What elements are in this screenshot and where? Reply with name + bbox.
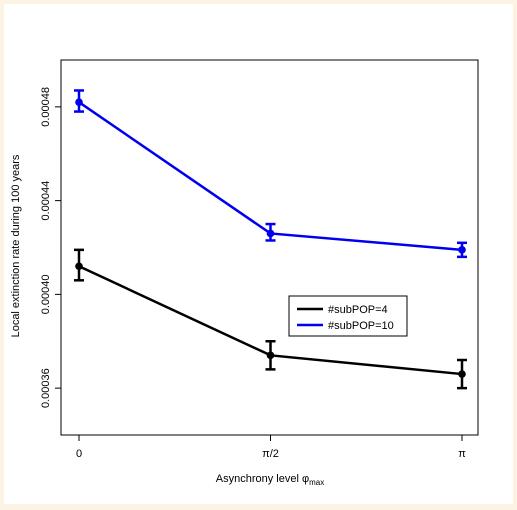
x-tick-label-2: π: [458, 448, 466, 460]
x-axis-title: Asynchrony level φmax: [216, 473, 324, 487]
series-1: [74, 89, 467, 259]
legend-label-subpop-10: #subPOP=10: [328, 320, 394, 332]
y-axis-title: Local extinction rate during 100 years: [10, 154, 22, 337]
line-chart: 0.00036 0.00040 0.00044 0.00048 0 π/2 π Local…: [10, 59, 479, 487]
x-axis-title-subscript: max: [309, 478, 324, 487]
y-tick-label-0: 0.00036: [40, 368, 52, 408]
x-axis: 0 π/2 π: [76, 435, 466, 460]
series-layer: [74, 89, 467, 390]
x-tick-label-0: 0: [76, 448, 82, 460]
data-point-1-1: [266, 229, 275, 238]
legend-box: [288, 295, 408, 337]
y-tick-label-3: 0.00048: [40, 87, 52, 127]
legend-label-subpop-4: #subPOP=4: [328, 304, 388, 316]
data-point-0-2: [458, 370, 466, 378]
y-tick-label-1: 0.00040: [40, 274, 52, 314]
y-tick-label-2: 0.00044: [40, 181, 52, 221]
x-tick-label-1: π/2: [262, 448, 279, 460]
data-point-1-0: [75, 98, 83, 106]
data-point-1-2: [458, 246, 466, 254]
series-0: [74, 248, 467, 390]
legend: #subPOP=4 #subPOP=10: [288, 295, 408, 337]
plot-box: [60, 59, 479, 436]
data-point-0-1: [266, 351, 275, 360]
x-axis-title-main: Asynchrony level φ: [216, 473, 309, 485]
y-axis: 0.00036 0.00040 0.00044 0.00048: [40, 87, 61, 408]
chart-frame: 0.00036 0.00040 0.00044 0.00048 0 π/2 π Local…: [4, 4, 513, 504]
data-point-0-0: [75, 262, 83, 271]
